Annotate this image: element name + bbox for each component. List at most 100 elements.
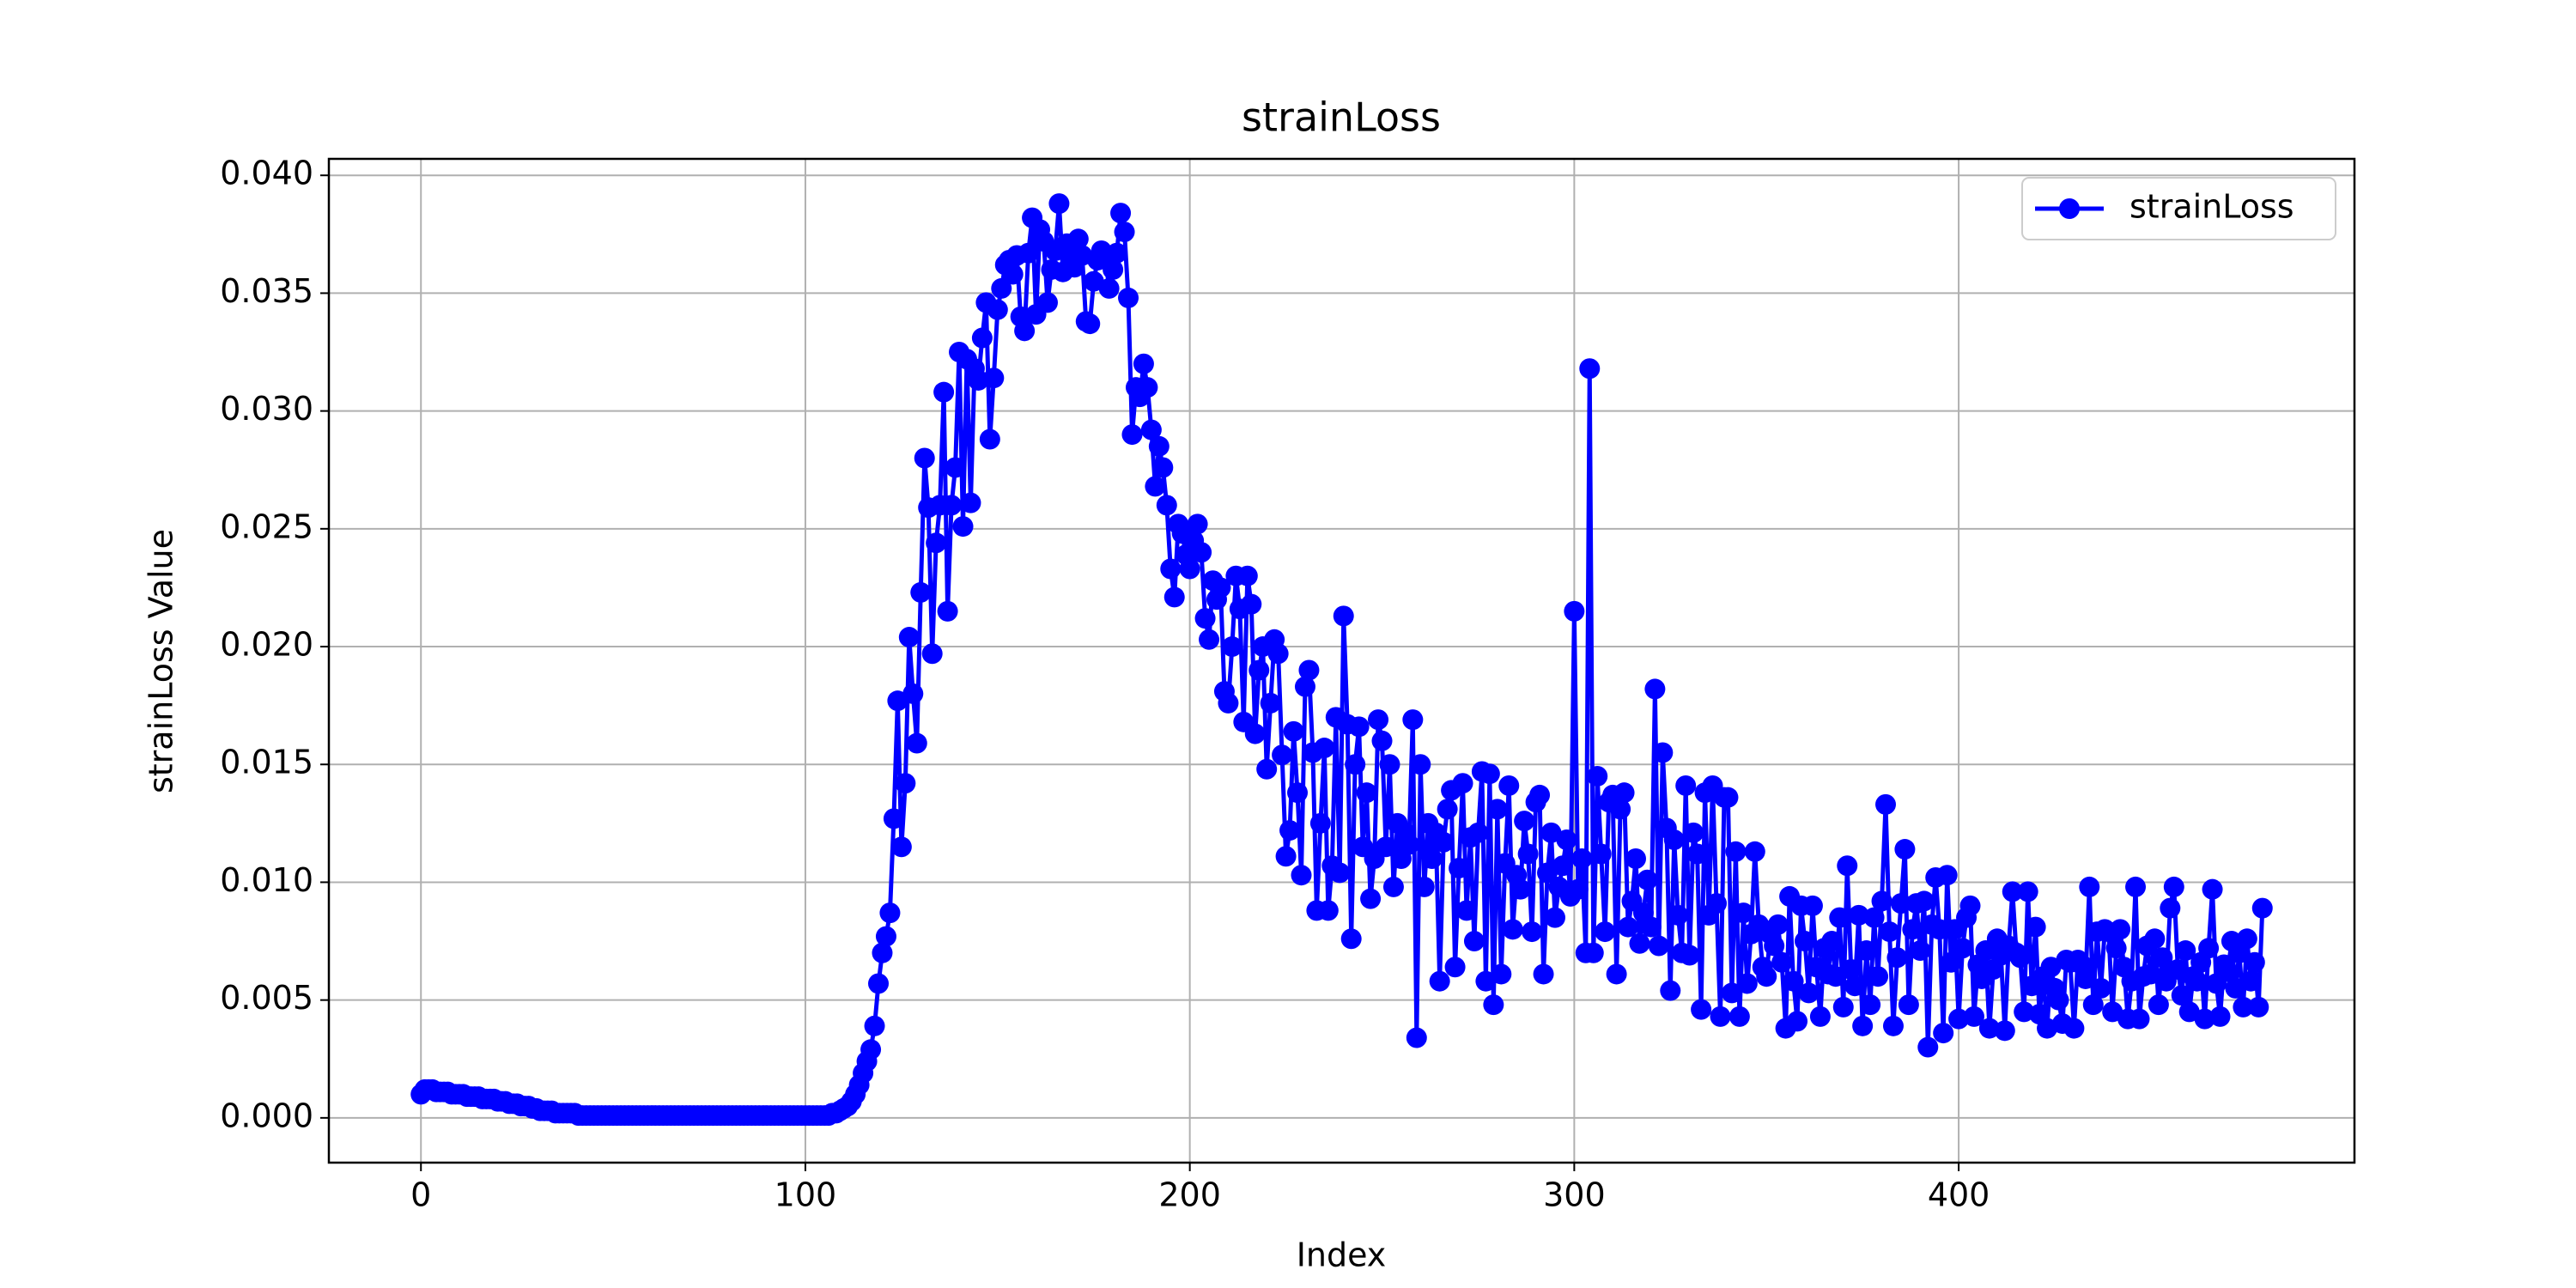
- data-point: [1764, 935, 1785, 957]
- data-point: [1675, 775, 1697, 796]
- data-point: [1314, 738, 1335, 759]
- data-point: [864, 1015, 885, 1036]
- legend-label: strainLoss: [2129, 188, 2294, 226]
- data-point: [1783, 970, 1804, 992]
- data-point: [1241, 593, 1262, 615]
- data-point: [2194, 1008, 2215, 1030]
- data-point: [1345, 754, 1366, 775]
- data-point: [971, 327, 993, 349]
- y-tick-label: 0.030: [220, 390, 313, 428]
- data-point: [887, 690, 908, 712]
- data-point: [2160, 897, 2181, 919]
- data-point: [1879, 921, 1900, 943]
- data-point: [1287, 782, 1309, 804]
- data-point: [1756, 966, 1777, 987]
- data-point: [1540, 822, 1562, 843]
- data-point: [2079, 876, 2100, 897]
- data-point: [1467, 822, 1489, 843]
- data-point: [1640, 916, 1662, 938]
- data-point: [1852, 1015, 1874, 1036]
- data-point: [1648, 935, 1669, 957]
- data-point: [1379, 754, 1400, 775]
- data-point: [2075, 968, 2096, 989]
- data-point: [1456, 900, 1478, 921]
- x-tick-label: 400: [1928, 1176, 1990, 1214]
- data-point: [1410, 754, 1431, 775]
- data-point: [1048, 193, 1070, 215]
- data-point: [1340, 928, 1362, 950]
- data-point: [1595, 921, 1616, 943]
- data-point: [1348, 716, 1370, 738]
- data-point: [2236, 928, 2257, 950]
- data-point: [968, 369, 989, 391]
- data-point: [1179, 558, 1200, 580]
- data-point: [1706, 893, 1728, 914]
- data-point: [1798, 982, 1820, 1004]
- data-point: [1913, 890, 1935, 912]
- data-point: [2186, 970, 2208, 992]
- data-point: [1844, 975, 1866, 997]
- data-point: [1771, 951, 1793, 973]
- data-point: [868, 973, 890, 994]
- data-point: [1890, 893, 1911, 914]
- data-point: [2063, 1018, 2085, 1039]
- data-point: [1959, 895, 1981, 916]
- data-point: [1375, 836, 1396, 858]
- data-point: [872, 942, 893, 963]
- data-point: [1483, 994, 1504, 1016]
- y-tick-label: 0.015: [220, 744, 313, 781]
- plot-area: [410, 193, 2273, 1127]
- data-point: [879, 902, 901, 924]
- data-point: [2040, 957, 2062, 978]
- x-axis-label: Index: [1297, 1236, 1387, 1274]
- data-point: [2144, 928, 2166, 950]
- data-point: [1544, 907, 1565, 928]
- data-point: [1110, 203, 1132, 224]
- data-point: [1721, 982, 1742, 1004]
- data-point: [860, 1039, 882, 1060]
- data-point: [1660, 980, 1681, 1001]
- data-point: [1902, 919, 1923, 940]
- data-point: [1121, 424, 1143, 446]
- data-point: [1579, 358, 1601, 380]
- data-point: [1537, 862, 1558, 884]
- chart-title: strainLoss: [1242, 94, 1441, 141]
- data-point: [1725, 841, 1747, 862]
- data-point: [1868, 966, 1889, 987]
- data-point: [2248, 996, 2269, 1018]
- data-point: [1002, 264, 1024, 285]
- data-point: [1018, 242, 1039, 264]
- data-point: [1294, 676, 1315, 697]
- data-point: [2148, 994, 2169, 1016]
- y-tick-label: 0.025: [220, 507, 313, 545]
- data-point: [1103, 258, 1124, 280]
- data-point: [2110, 919, 2131, 940]
- data-point: [1371, 730, 1393, 751]
- data-point: [1736, 973, 1758, 994]
- data-point: [1317, 900, 1339, 921]
- data-point: [2017, 881, 2038, 902]
- data-point: [2152, 947, 2173, 969]
- data-point: [2175, 940, 2196, 962]
- data-point: [2202, 878, 2223, 900]
- data-point: [1382, 876, 1404, 897]
- data-point: [1652, 742, 1674, 763]
- data-point: [895, 773, 916, 794]
- data-point: [1556, 829, 1577, 851]
- y-tick-label: 0.035: [220, 272, 313, 310]
- data-point: [2025, 916, 2046, 938]
- data-point: [1994, 1020, 2015, 1042]
- data-point: [1744, 841, 1765, 862]
- data-point: [2014, 1001, 2035, 1023]
- data-point: [1587, 765, 1608, 787]
- data-point: [1360, 888, 1382, 909]
- data-point: [1809, 1005, 1831, 1027]
- data-point: [937, 600, 958, 622]
- data-point: [1801, 895, 1823, 916]
- data-point: [1910, 940, 1931, 962]
- x-tick-label: 300: [1543, 1176, 1606, 1214]
- legend: strainLoss: [2021, 177, 2336, 240]
- data-point: [1837, 855, 1858, 877]
- data-point: [2140, 963, 2161, 985]
- data-point: [1606, 963, 1627, 985]
